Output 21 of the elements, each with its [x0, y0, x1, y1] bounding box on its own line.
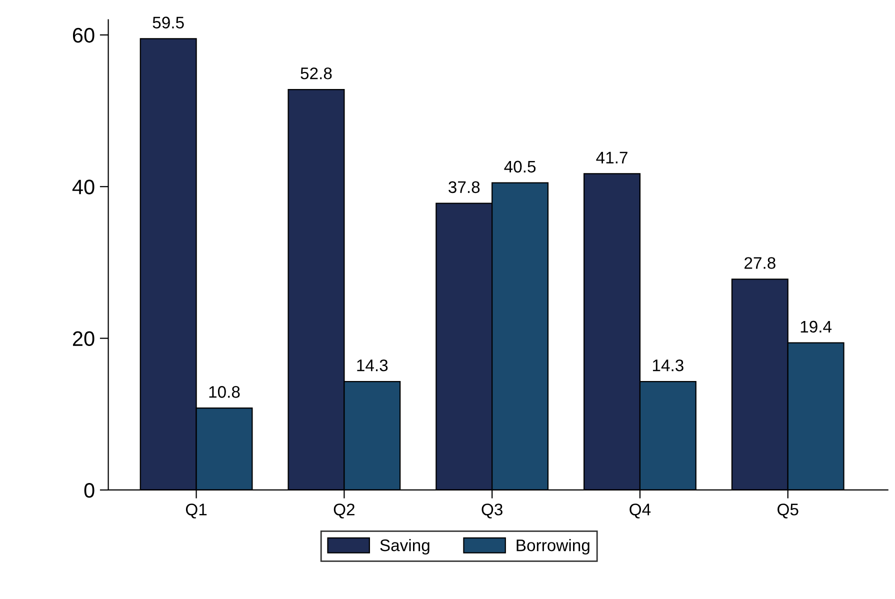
data-label: 27.8 — [744, 257, 776, 269]
x-tick-label: Q2 — [334, 504, 354, 518]
y-tick-label: 0 — [84, 482, 94, 498]
y-tick-label: 60 — [72, 28, 94, 43]
data-label: 37.8 — [448, 181, 480, 194]
legend-label: Borrowing — [516, 538, 590, 555]
data-label: 14.3 — [357, 359, 388, 372]
data-label: 14.3 — [652, 359, 684, 372]
data-label: 52.8 — [300, 68, 332, 80]
data-label: 41.7 — [596, 152, 628, 164]
x-tick-label: Q3 — [482, 504, 502, 518]
data-label: 40.5 — [504, 160, 536, 173]
data-label: 10.8 — [209, 386, 240, 398]
x-tick-label: Q4 — [630, 504, 651, 518]
x-tick-label: Q5 — [778, 504, 798, 518]
y-tick-label: 40 — [72, 180, 94, 194]
y-tick-label: 20 — [72, 331, 94, 346]
legend-label: Saving — [380, 538, 430, 555]
x-tick-label: Q1 — [186, 504, 207, 518]
data-label: 59.5 — [152, 16, 184, 28]
data-label: 19.4 — [800, 320, 832, 333]
